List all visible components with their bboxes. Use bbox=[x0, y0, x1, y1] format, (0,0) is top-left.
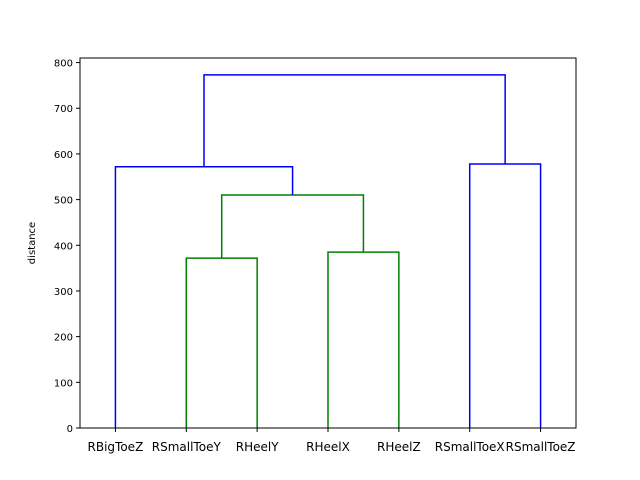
y-tick-label: 600 bbox=[54, 150, 73, 161]
leaf-label: RSmallToeY bbox=[152, 440, 222, 454]
y-axis-ticks: 0 100 200 300 400 500 600 700 800 bbox=[54, 59, 80, 435]
leaf-label: RSmallToeZ bbox=[506, 440, 576, 454]
y-tick-label: 300 bbox=[54, 287, 73, 298]
y-tick-label: 100 bbox=[54, 378, 73, 389]
dendrogram-link bbox=[327, 251, 400, 428]
y-tick-label: 800 bbox=[54, 59, 73, 70]
leaf-label: RHeelZ bbox=[377, 440, 421, 454]
leaf-label: RBigToeZ bbox=[88, 440, 144, 454]
y-tick-label: 200 bbox=[54, 333, 73, 344]
y-tick-label: 0 bbox=[67, 424, 73, 435]
y-axis-label: distance bbox=[27, 222, 38, 264]
y-tick-label: 400 bbox=[54, 241, 73, 252]
leaf-label: RHeelX bbox=[306, 440, 350, 454]
y-tick-label: 700 bbox=[54, 104, 73, 115]
y-tick-label: 500 bbox=[54, 196, 73, 207]
dendrogram-link bbox=[203, 74, 506, 167]
dendrogram-links bbox=[114, 74, 542, 428]
leaf-label: RSmallToeX bbox=[435, 440, 505, 454]
leaf-label: RHeelY bbox=[236, 440, 279, 454]
x-axis-leaf-labels: RBigToeZ RSmallToeY RHeelY RHeelX RHeelZ RSma… bbox=[88, 428, 576, 454]
